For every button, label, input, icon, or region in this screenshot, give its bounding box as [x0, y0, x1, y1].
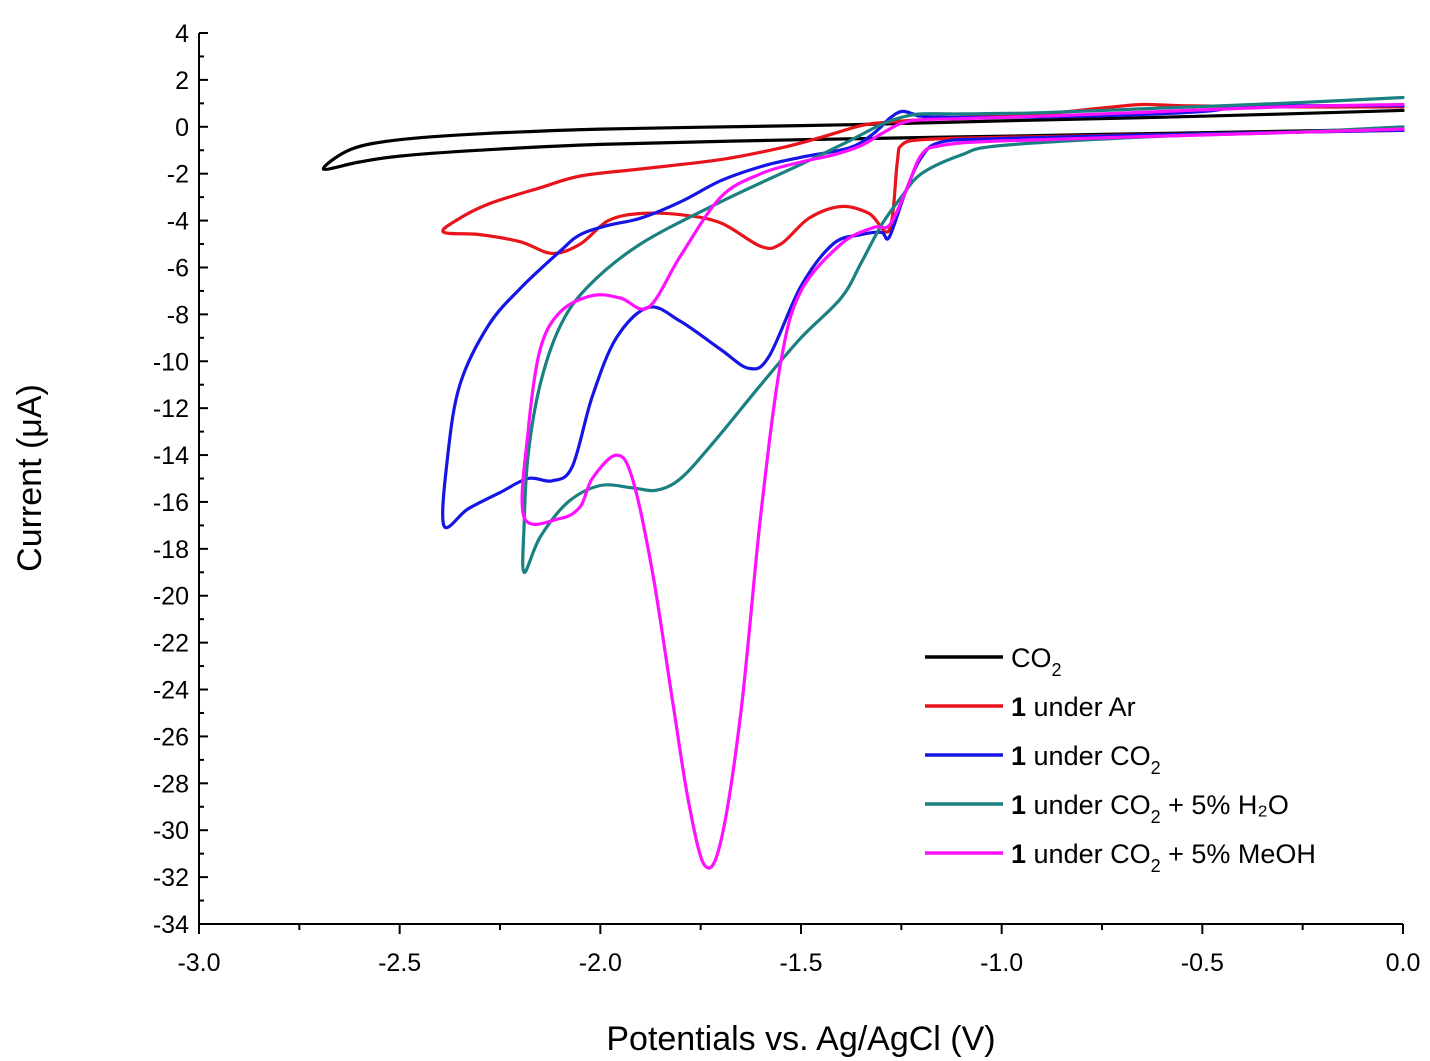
x-ticks: -3.0 -2.5 -2.0 -1.5 -1.0 -0.5 0.0	[177, 924, 1420, 977]
y-tick-label: -20	[153, 583, 189, 611]
y-tick-label: -34	[153, 911, 189, 939]
x-tick-label: -2.0	[579, 949, 622, 977]
x-tick-label: -2.5	[378, 949, 421, 977]
y-tick-label: -26	[153, 723, 189, 751]
y-tick-label: -8	[167, 301, 189, 329]
y-tick-label: -2	[167, 161, 189, 189]
y-tick-label: -16	[153, 489, 189, 517]
y-tick-label: -10	[153, 348, 189, 376]
series-line-3	[441, 103, 1405, 530]
y-tick-label: 0	[175, 114, 189, 142]
legend-label-1: CO2	[1011, 643, 1062, 680]
y-tick-label: -14	[153, 442, 189, 470]
series-layer	[321, 95, 1405, 870]
x-tick-label: -1.5	[779, 949, 822, 977]
y-axis-title: Current (μA)	[11, 384, 49, 572]
y-tick-label: -4	[167, 208, 189, 236]
x-axis-title: Potentials vs. Ag/AgCl (V)	[606, 1020, 995, 1058]
legend-label-4: 1 under CO2 + 5% H₂O	[1011, 790, 1289, 827]
y-tick-label: -6	[167, 254, 189, 282]
legend-label-2: 1 under Ar	[1011, 692, 1136, 722]
x-tick-label: -1.0	[980, 949, 1023, 977]
y-tick-label: -18	[153, 536, 189, 564]
y-tick-label: -22	[153, 630, 189, 658]
y-tick-label: -28	[153, 770, 189, 798]
series-line-5	[520, 102, 1405, 870]
y-tick-label: -24	[153, 677, 189, 705]
y-tick-label: -32	[153, 864, 189, 892]
y-tick-label: 4	[175, 20, 189, 48]
y-tick-label: -12	[153, 395, 189, 423]
y-tick-label: 2	[175, 67, 189, 95]
legend: CO2 1 under Ar 1 under CO2 1 under CO2 + 5%…	[925, 643, 1316, 876]
legend-label-3: 1 under CO2	[1011, 741, 1161, 778]
x-tick-label: -3.0	[177, 949, 220, 977]
x-tick-label: 0.0	[1386, 949, 1421, 977]
x-tick-label: -0.5	[1181, 949, 1224, 977]
series-line-4	[521, 95, 1405, 574]
y-tick-label: -30	[153, 817, 189, 845]
y-ticks: 4 2 0 -2 -4 -6 -8 -10 -12 -14 -16 -18 -20 -22 -24 -26 -2…	[153, 20, 208, 939]
legend-label-5: 1 under CO2 + 5% MeOH	[1011, 839, 1316, 876]
